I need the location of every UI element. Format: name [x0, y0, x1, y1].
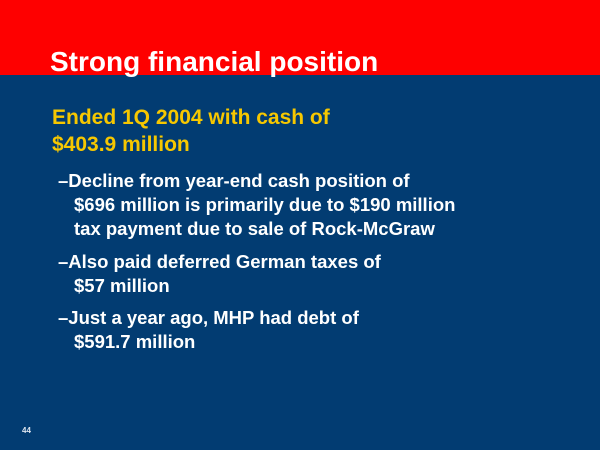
sub-bullet: –Decline from year-end cash position of … [58, 169, 455, 241]
sub-bullet-line: tax payment due to sale of Rock-McGraw [74, 218, 435, 239]
sub-bullet-line: $591.7 million [74, 331, 196, 352]
page-number: 44 [22, 426, 31, 435]
sub-bullet-line: –Just a year ago, MHP had debt of [58, 307, 359, 328]
sub-bullet-line: $57 million [74, 275, 170, 296]
sub-bullet-line: $696 million is primarily due to $190 mi… [74, 194, 456, 215]
main-bullet: Ended 1Q 2004 with cash of $403.9 millio… [52, 104, 330, 158]
sub-bullet: –Just a year ago, MHP had debt of $591.7… [58, 306, 359, 354]
slide-title: Strong financial position [50, 46, 379, 77]
sub-bullet: –Also paid deferred German taxes of $57 … [58, 250, 381, 298]
sub-bullet-line: –Decline from year-end cash position of [58, 170, 410, 191]
main-bullet-line: $403.9 million [52, 133, 190, 156]
sub-bullet-line: –Also paid deferred German taxes of [58, 251, 381, 272]
main-bullet-line: Ended 1Q 2004 with cash of [52, 106, 330, 129]
header-band [0, 0, 600, 75]
